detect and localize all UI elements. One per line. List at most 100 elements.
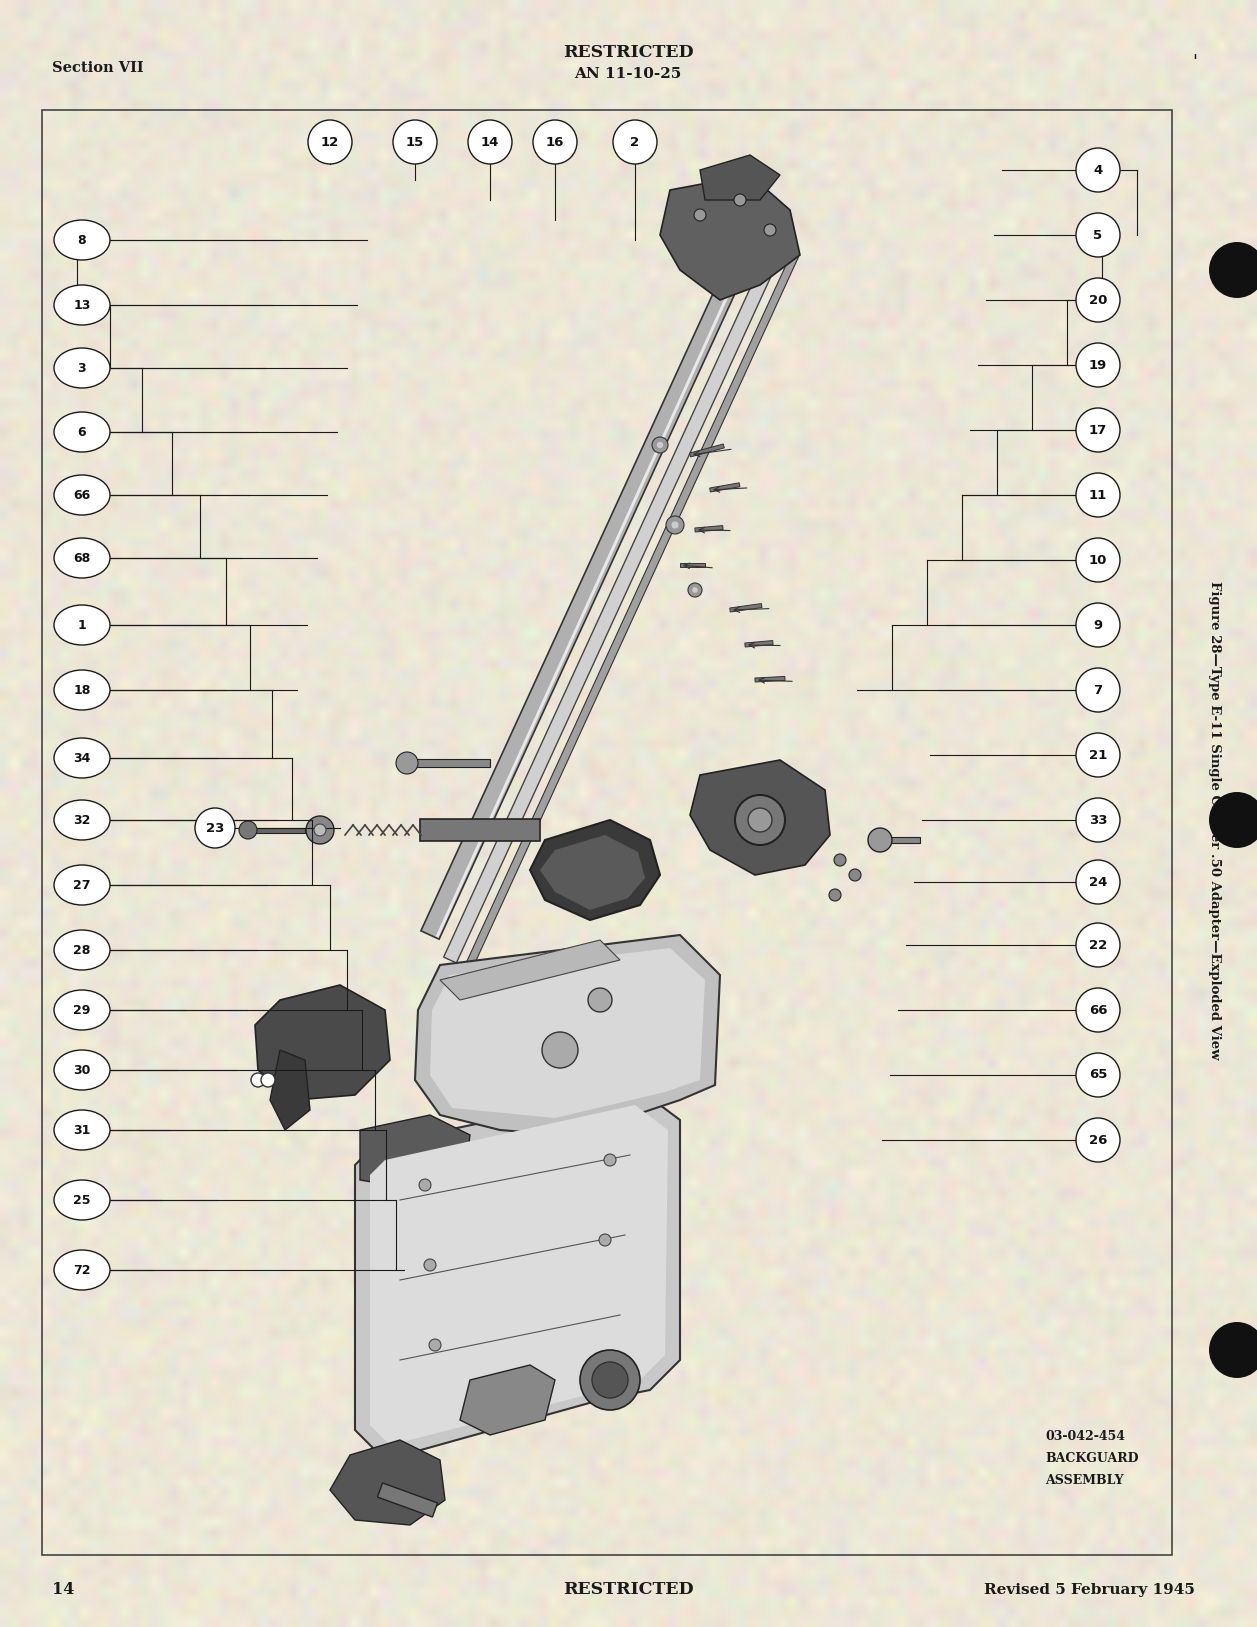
Text: AN 11-10-25: AN 11-10-25 (574, 67, 681, 81)
Circle shape (308, 120, 352, 164)
Polygon shape (680, 563, 705, 566)
Ellipse shape (54, 1180, 111, 1220)
Circle shape (1076, 988, 1120, 1032)
Polygon shape (270, 1049, 310, 1131)
Polygon shape (436, 216, 764, 937)
Ellipse shape (54, 989, 111, 1030)
Circle shape (1076, 1053, 1120, 1097)
Text: 72: 72 (73, 1264, 91, 1277)
Circle shape (1076, 213, 1120, 257)
Text: 2: 2 (631, 135, 640, 148)
Circle shape (848, 869, 861, 880)
Polygon shape (660, 176, 799, 299)
Text: 27: 27 (73, 879, 91, 892)
Circle shape (671, 521, 679, 529)
Text: 24: 24 (1089, 875, 1107, 888)
Text: RESTRICTED: RESTRICTED (563, 1581, 694, 1598)
Circle shape (1076, 861, 1120, 905)
Circle shape (613, 120, 657, 164)
Text: Revised 5 February 1945: Revised 5 February 1945 (984, 1583, 1195, 1598)
Circle shape (734, 194, 745, 207)
Ellipse shape (54, 475, 111, 516)
Circle shape (735, 796, 786, 844)
Circle shape (1076, 1118, 1120, 1162)
Circle shape (764, 225, 776, 236)
Polygon shape (730, 604, 762, 612)
Circle shape (261, 1072, 275, 1087)
Circle shape (600, 1233, 611, 1246)
Circle shape (748, 809, 772, 831)
Polygon shape (370, 1105, 667, 1445)
Circle shape (592, 1362, 628, 1398)
Ellipse shape (54, 348, 111, 387)
Text: 68: 68 (73, 552, 91, 565)
Circle shape (1076, 797, 1120, 843)
Text: 14: 14 (52, 1581, 74, 1598)
Ellipse shape (54, 539, 111, 578)
Text: 22: 22 (1089, 939, 1107, 952)
Polygon shape (461, 254, 798, 976)
Text: RESTRICTED: RESTRICTED (563, 44, 694, 60)
Polygon shape (415, 936, 720, 1136)
Text: Figure 28—Type E-11 Single Caliber .50 Adapter—Exploded View: Figure 28—Type E-11 Single Caliber .50 A… (1208, 581, 1222, 1059)
Circle shape (1209, 792, 1257, 848)
Ellipse shape (54, 1110, 111, 1150)
Ellipse shape (54, 1250, 111, 1290)
Text: 32: 32 (73, 814, 91, 827)
Polygon shape (255, 984, 390, 1100)
Ellipse shape (54, 412, 111, 452)
Circle shape (393, 120, 437, 164)
Text: 19: 19 (1089, 358, 1107, 371)
Ellipse shape (54, 285, 111, 325)
Polygon shape (530, 820, 660, 919)
Text: BACKGUARD: BACKGUARD (1045, 1451, 1139, 1464)
Text: 4: 4 (1094, 163, 1102, 176)
Text: 6: 6 (78, 426, 87, 439)
Polygon shape (745, 641, 773, 648)
Circle shape (869, 828, 892, 853)
Circle shape (1076, 343, 1120, 387)
Ellipse shape (54, 220, 111, 260)
Circle shape (239, 822, 256, 840)
Circle shape (1076, 539, 1120, 582)
Circle shape (429, 1339, 441, 1350)
Text: 20: 20 (1089, 293, 1107, 306)
Polygon shape (541, 835, 645, 909)
Circle shape (693, 587, 698, 592)
Polygon shape (690, 760, 830, 875)
Polygon shape (421, 212, 769, 939)
Text: 12: 12 (321, 135, 339, 148)
Text: 30: 30 (73, 1064, 91, 1077)
Ellipse shape (54, 670, 111, 709)
Text: 15: 15 (406, 135, 424, 148)
Text: 3: 3 (78, 361, 87, 374)
Circle shape (652, 438, 667, 452)
Text: 33: 33 (1089, 814, 1107, 827)
Polygon shape (440, 940, 620, 1001)
Circle shape (1209, 1323, 1257, 1378)
Circle shape (1076, 473, 1120, 517)
Text: 29: 29 (73, 1004, 91, 1017)
Text: 13: 13 (73, 298, 91, 311)
Circle shape (688, 582, 701, 597)
Text: 25: 25 (73, 1194, 91, 1207)
Text: 11: 11 (1089, 488, 1107, 501)
Polygon shape (700, 155, 781, 200)
Circle shape (396, 752, 419, 774)
Ellipse shape (54, 931, 111, 970)
Text: 66: 66 (73, 488, 91, 501)
Circle shape (605, 1154, 616, 1167)
Circle shape (1076, 604, 1120, 648)
Circle shape (251, 1072, 265, 1087)
Text: 1: 1 (78, 618, 87, 631)
Polygon shape (695, 526, 723, 532)
Text: 17: 17 (1089, 423, 1107, 436)
Circle shape (1076, 734, 1120, 778)
Text: 66: 66 (1089, 1004, 1107, 1017)
Text: ': ' (1193, 54, 1198, 72)
Text: 14: 14 (481, 135, 499, 148)
Circle shape (1076, 408, 1120, 452)
Circle shape (1076, 148, 1120, 192)
Circle shape (542, 1032, 578, 1067)
Polygon shape (251, 828, 305, 833)
